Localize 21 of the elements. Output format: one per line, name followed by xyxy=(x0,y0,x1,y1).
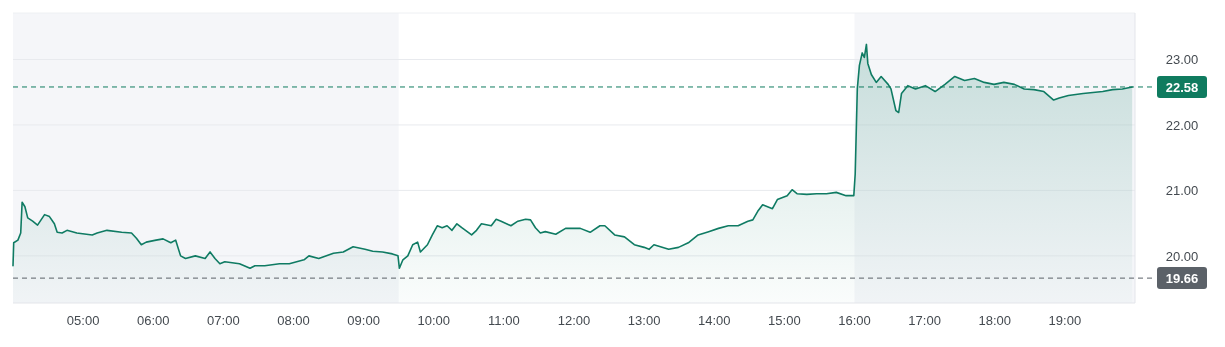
x-tick-label: 12:00 xyxy=(557,313,591,328)
x-tick-label: 13:00 xyxy=(627,313,661,328)
ref-line-label: 22.58 xyxy=(1165,79,1199,95)
x-tick-label: 07:00 xyxy=(207,313,240,328)
x-tick-label: 19:00 xyxy=(1048,313,1082,328)
x-tick-label: 14:00 xyxy=(697,313,731,328)
x-tick-label: 15:00 xyxy=(768,313,801,328)
y-tick-label: 22.00 xyxy=(1165,117,1199,133)
x-tick-label: 10:00 xyxy=(417,313,451,328)
x-tick-label: 16:00 xyxy=(838,313,871,328)
y-tick-label: 23.00 xyxy=(1165,52,1199,68)
y-tick-label: 21.00 xyxy=(1165,183,1199,199)
x-tick-label: 09:00 xyxy=(347,313,380,328)
x-tick-label: 06:00 xyxy=(136,313,170,328)
ref-line-label: 19.66 xyxy=(1165,271,1199,287)
y-tick-label: 20.00 xyxy=(1165,248,1199,264)
x-tick-label: 18:00 xyxy=(978,313,1012,328)
x-tick-label: 11:00 xyxy=(488,313,520,328)
x-tick-label: 05:00 xyxy=(66,313,100,328)
x-tick-label: 08:00 xyxy=(277,313,310,328)
x-tick-label: 17:00 xyxy=(908,313,941,328)
